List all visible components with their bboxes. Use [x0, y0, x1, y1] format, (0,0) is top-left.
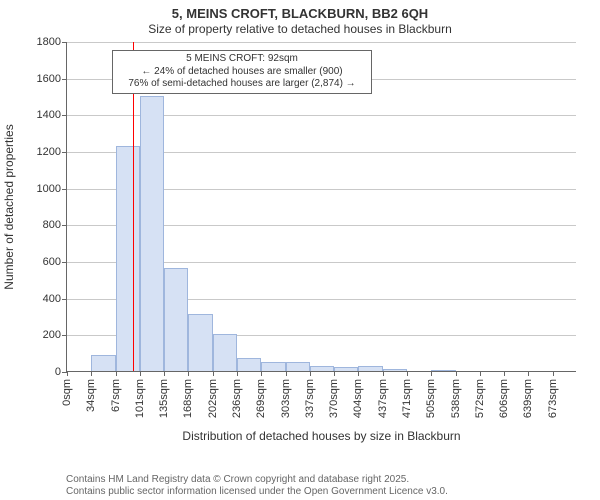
xtick-mark [528, 371, 529, 376]
ytick-mark [62, 152, 67, 153]
annotation-line2: ← 24% of detached houses are smaller (90… [119, 66, 365, 79]
xtick-mark [140, 371, 141, 376]
ytick-mark [62, 225, 67, 226]
xtick-mark [504, 371, 505, 376]
histogram-bar [358, 366, 382, 371]
ytick-mark [62, 262, 67, 263]
ytick-label: 800 [43, 219, 61, 231]
xtick-label: 34sqm [85, 379, 97, 412]
xtick-label: 606sqm [498, 379, 510, 418]
xtick-mark [310, 371, 311, 376]
ytick-label: 400 [43, 293, 61, 305]
xtick-label: 202sqm [207, 379, 219, 418]
xtick-mark [261, 371, 262, 376]
histogram-bar [261, 362, 285, 371]
chart-subtitle: Size of property relative to detached ho… [0, 22, 600, 36]
chart-container: 5, MEINS CROFT, BLACKBURN, BB2 6QH Size … [0, 0, 600, 500]
ytick-label: 1200 [37, 146, 61, 158]
gridline [67, 42, 576, 43]
ytick-mark [62, 79, 67, 80]
ytick-mark [62, 42, 67, 43]
ytick-label: 1600 [37, 73, 61, 85]
xtick-label: 572sqm [474, 379, 486, 418]
histogram-bar [286, 362, 310, 371]
xtick-label: 303sqm [280, 379, 292, 418]
footer-attribution: Contains HM Land Registry data © Crown c… [66, 474, 448, 498]
histogram-bar [140, 96, 164, 371]
histogram-bar [383, 369, 407, 371]
histogram-bar [334, 367, 358, 371]
xtick-label: 337sqm [304, 379, 316, 418]
xtick-mark [237, 371, 238, 376]
xtick-label: 437sqm [377, 379, 389, 418]
xtick-label: 236sqm [231, 379, 243, 418]
histogram-bar [91, 355, 115, 372]
chart-title: 5, MEINS CROFT, BLACKBURN, BB2 6QH [0, 6, 600, 21]
plot-area: 0200400600800100012001400160018000sqm34s… [66, 42, 576, 372]
xtick-label: 135sqm [158, 379, 170, 418]
xtick-label: 673sqm [547, 379, 559, 418]
ytick-mark [62, 115, 67, 116]
xtick-label: 404sqm [352, 379, 364, 418]
y-axis-label: Number of detached properties [2, 124, 16, 289]
ytick-label: 200 [43, 329, 61, 341]
xtick-label: 370sqm [328, 379, 340, 418]
histogram-bar [431, 370, 455, 371]
xtick-mark [188, 371, 189, 376]
xtick-label: 505sqm [425, 379, 437, 418]
xtick-mark [334, 371, 335, 376]
ytick-mark [62, 335, 67, 336]
histogram-bar [237, 358, 261, 371]
xtick-label: 269sqm [255, 379, 267, 418]
xtick-mark [67, 371, 68, 376]
xtick-label: 471sqm [401, 379, 413, 418]
ytick-label: 1400 [37, 109, 61, 121]
histogram-bar [310, 366, 334, 371]
annotation-line1: 5 MEINS CROFT: 92sqm [119, 53, 365, 66]
footer-line2: Contains public sector information licen… [66, 486, 448, 498]
ytick-label: 1800 [37, 36, 61, 48]
footer-line1: Contains HM Land Registry data © Crown c… [66, 474, 448, 486]
xtick-label: 168sqm [182, 379, 194, 418]
xtick-label: 0sqm [61, 379, 73, 406]
annotation-line3: 76% of semi-detached houses are larger (… [119, 78, 365, 91]
xtick-label: 101sqm [134, 379, 146, 418]
ytick-label: 0 [55, 366, 61, 378]
histogram-bar [164, 268, 188, 371]
ytick-mark [62, 189, 67, 190]
xtick-label: 538sqm [450, 379, 462, 418]
ytick-label: 1000 [37, 183, 61, 195]
xtick-mark [116, 371, 117, 376]
xtick-mark [286, 371, 287, 376]
xtick-label: 639sqm [522, 379, 534, 418]
histogram-bar [116, 146, 140, 372]
histogram-bar [213, 334, 237, 371]
xtick-mark [164, 371, 165, 376]
xtick-mark [431, 371, 432, 376]
xtick-mark [358, 371, 359, 376]
ytick-label: 600 [43, 256, 61, 268]
xtick-mark [91, 371, 92, 376]
xtick-mark [213, 371, 214, 376]
xtick-mark [553, 371, 554, 376]
xtick-mark [383, 371, 384, 376]
ytick-mark [62, 299, 67, 300]
xtick-mark [407, 371, 408, 376]
x-axis-label: Distribution of detached houses by size … [67, 429, 576, 443]
annotation-box: 5 MEINS CROFT: 92sqm ← 24% of detached h… [112, 50, 372, 94]
xtick-mark [456, 371, 457, 376]
xtick-label: 67sqm [110, 379, 122, 412]
xtick-mark [480, 371, 481, 376]
histogram-bar [188, 314, 212, 371]
